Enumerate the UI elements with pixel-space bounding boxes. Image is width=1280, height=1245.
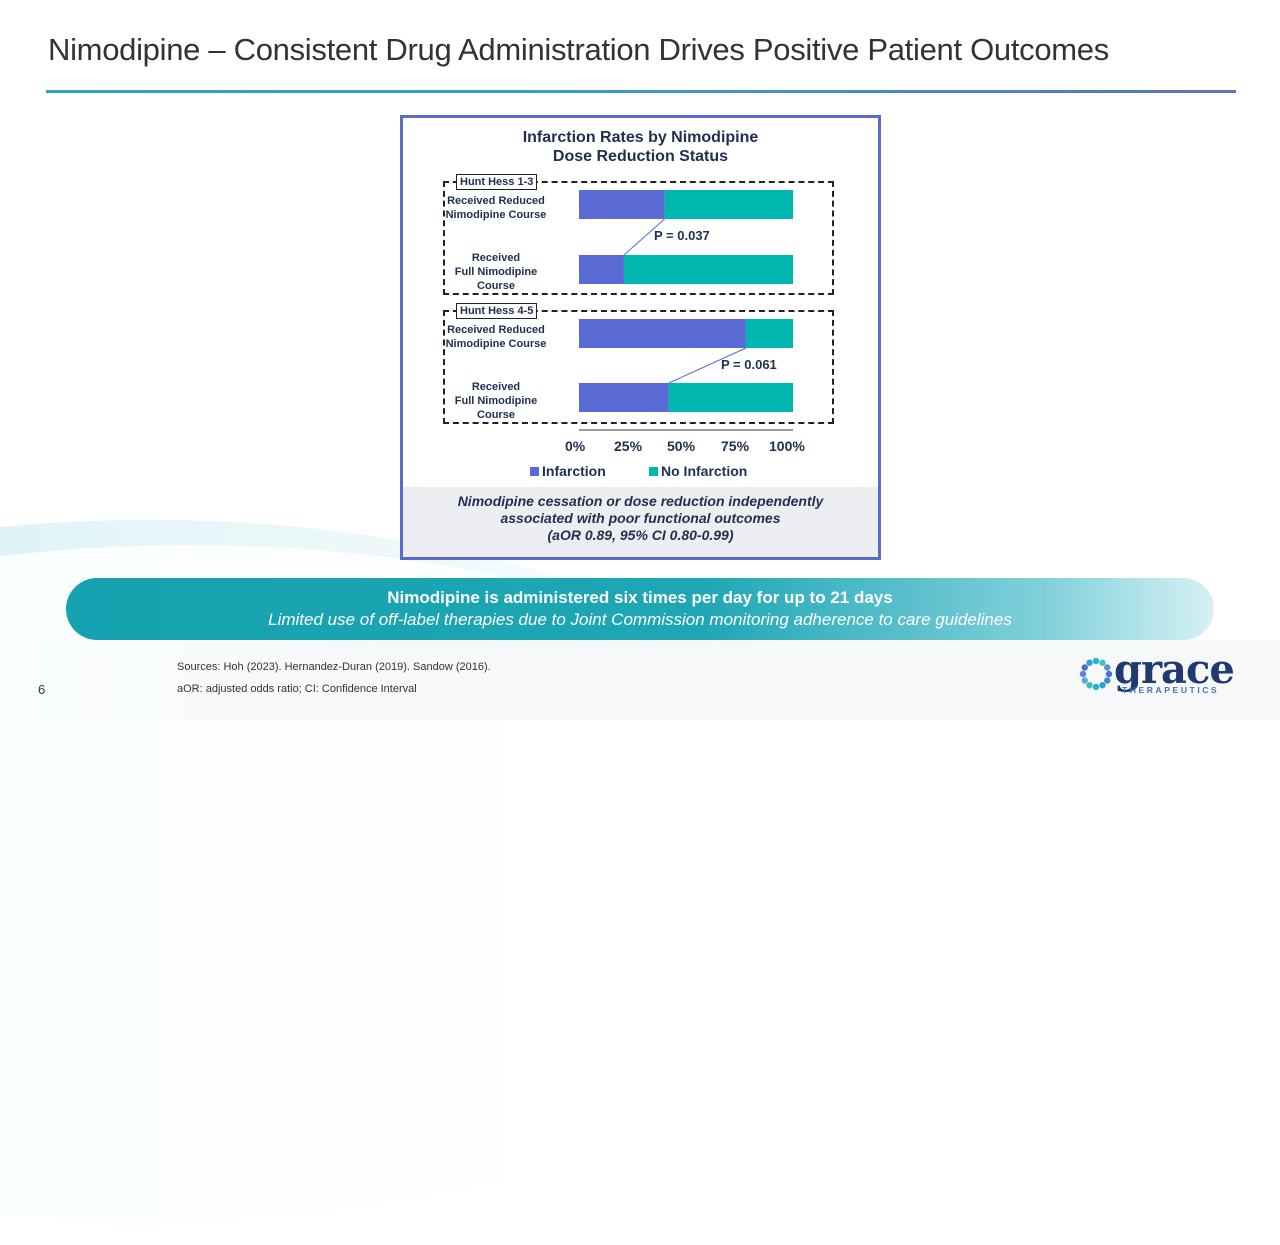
footnote-abbreviations: aOR: adjusted odds ratio; CI: Confidence… — [177, 683, 417, 695]
category-label-hh13-reduced: Received Reduced Nimodipine Course — [431, 194, 561, 222]
legend-infarction: Infarction — [530, 463, 606, 479]
category-label-line: Course — [477, 280, 515, 292]
bar-no-infarction — [745, 319, 793, 348]
bar-plot-area — [579, 190, 793, 431]
bar-no-infarction — [668, 383, 793, 412]
category-label-line: Nimodipine Course — [445, 209, 547, 221]
legend-swatch-infarction — [530, 466, 539, 476]
bar-infarction — [579, 190, 665, 219]
logo-dot — [1105, 670, 1113, 678]
logo-dot — [1079, 670, 1087, 678]
chart-conclusion-note: Nimodipine cessation or dose reduction i… — [403, 487, 878, 557]
x-tick-label: 75% — [721, 438, 750, 454]
series-connector-line — [668, 347, 747, 384]
chart-note-line: Nimodipine cessation or dose reduction i… — [457, 493, 824, 509]
bar-infarction — [579, 319, 746, 348]
series-connector-line — [623, 218, 665, 256]
category-label-line: Received — [471, 252, 521, 264]
logo-wordmark: grace — [1114, 646, 1235, 693]
bar-infarction — [579, 383, 669, 412]
footnote-sources: Sources: Hoh (2023). Hernandez-Duran (20… — [177, 661, 491, 673]
x-tick-label: 100% — [769, 438, 805, 454]
category-label-hh45-full: Received Full Nimodipine Course — [431, 380, 561, 422]
logo-dot — [1081, 677, 1088, 684]
chart-note-line: (aOR 0.89, 95% CI 0.80-0.99) — [547, 527, 734, 543]
bar-no-infarction — [664, 190, 793, 219]
group-box-hunt-hess-1-3 — [443, 181, 834, 295]
logo-dot — [1104, 677, 1111, 684]
category-label-line: Received Reduced — [447, 324, 545, 336]
p-value-hh45: P = 0.061 — [721, 357, 777, 372]
category-label-line: Full Nimodipine — [454, 266, 538, 278]
legend-no-infarction: No Infarction — [649, 463, 747, 479]
key-message-callout: Nimodipine is administered six times per… — [66, 578, 1214, 640]
bar-no-infarction — [623, 255, 793, 284]
title-divider — [46, 90, 1236, 93]
legend-swatch-no-infarction — [649, 466, 658, 476]
logo-dot — [1086, 682, 1093, 689]
sunburst-dots-icon — [1079, 657, 1113, 691]
bar-infarction — [579, 255, 624, 284]
logo-dot — [1092, 683, 1100, 691]
category-label-line: Received — [471, 381, 521, 393]
callout-sub-text: Limited use of off-label therapies due t… — [268, 610, 1012, 629]
logo-dot — [1092, 657, 1100, 665]
page-title: Nimodipine – Consistent Drug Administrat… — [48, 32, 1109, 67]
logo-dot — [1081, 664, 1088, 671]
chart-note-line: associated with poor functional outcomes — [500, 510, 781, 526]
chart-panel: Infarction Rates by Nimodipine Dose Redu… — [400, 115, 881, 560]
category-label-hh45-reduced: Received Reduced Nimodipine Course — [431, 323, 561, 351]
logo-tagline: THERAPEUTICS — [1122, 685, 1220, 695]
group-label-hunt-hess-1-3: Hunt Hess 1-3 — [456, 174, 538, 190]
callout-main-text: Nimodipine is administered six times per… — [387, 588, 893, 607]
x-tick-label: 0% — [565, 438, 586, 454]
group-box-hunt-hess-4-5 — [443, 310, 834, 424]
chart-title-line-2: Dose Reduction Status — [552, 148, 729, 165]
chart-title-line-1: Infarction Rates by Nimodipine — [522, 129, 759, 146]
group-label-hunt-hess-4-5: Hunt Hess 4-5 — [456, 303, 538, 319]
category-label-line: Received Reduced — [447, 195, 545, 207]
category-label-hh13-full: Received Full Nimodipine Course — [431, 251, 561, 293]
logo-dot — [1104, 664, 1111, 671]
legend-label-no-infarction: No Infarction — [661, 463, 748, 479]
logo-dot — [1099, 659, 1106, 666]
company-logo: grace THERAPEUTICS — [1076, 646, 1246, 698]
category-label-line: Course — [477, 409, 515, 421]
category-label-line: Full Nimodipine — [454, 395, 538, 407]
legend-label-infarction: Infarction — [542, 463, 606, 479]
page-number: 6 — [38, 682, 46, 697]
chart-title: Infarction Rates by Nimodipine Dose Redu… — [403, 128, 878, 166]
background-footer-fade — [0, 640, 1280, 720]
x-tick-label: 50% — [667, 438, 696, 454]
x-tick-label: 25% — [614, 438, 643, 454]
category-label-line: Nimodipine Course — [445, 338, 547, 350]
p-value-hh13: P = 0.037 — [654, 228, 710, 243]
logo-dot — [1099, 682, 1106, 689]
logo-dot — [1086, 659, 1093, 666]
